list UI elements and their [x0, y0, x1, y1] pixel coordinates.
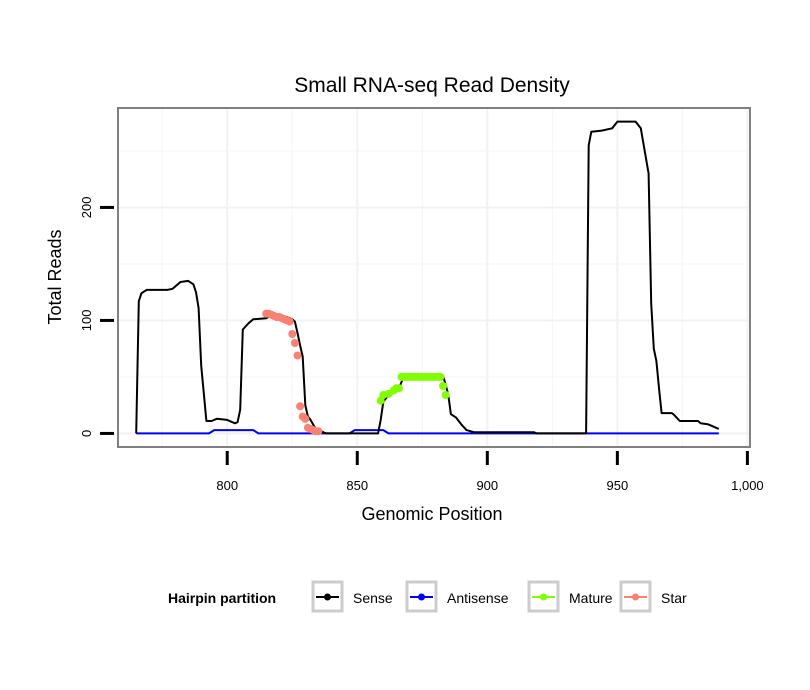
legend-item-sense: Sense [311, 580, 393, 613]
series-layer [135, 120, 720, 436]
y-tick-label: 200 [79, 197, 94, 219]
data-point-star [288, 330, 297, 338]
legend-key-point [540, 593, 547, 601]
data-point-star [301, 414, 310, 423]
series-points-mature [376, 372, 450, 405]
x-tick-label: 850 [346, 478, 368, 493]
legend: Hairpin partition Sense Antisense Mature St… [168, 580, 687, 613]
panel-background [118, 108, 750, 447]
x-tick-label: 950 [607, 478, 629, 493]
legend-label: Antisense [447, 590, 509, 606]
data-point-star [296, 402, 305, 411]
y-tick-label: 100 [79, 310, 94, 332]
data-point-mature [441, 391, 450, 399]
legend-title: Hairpin partition [168, 590, 276, 606]
data-point-mature [439, 382, 448, 390]
legend-label: Sense [353, 590, 393, 606]
x-tick-label: 800 [216, 478, 238, 493]
y-axis: 0 100 200 [79, 197, 114, 437]
data-point-star [293, 351, 302, 360]
plot-panel [117, 107, 751, 448]
legend-key-point [418, 593, 425, 601]
data-point-star [285, 317, 294, 326]
legend-item-mature: Mature [527, 580, 613, 613]
legend-key-point [324, 593, 331, 601]
legend-key-point [632, 593, 639, 601]
data-point-mature [436, 372, 445, 381]
series-line-sense [135, 120, 720, 435]
series-line-antisense [136, 429, 719, 435]
y-axis-title: Total Reads [45, 229, 65, 324]
legend-label: Star [661, 590, 687, 606]
data-point-mature [394, 384, 403, 393]
x-axis-title: Genomic Position [361, 504, 502, 524]
chart-title: Small RNA-seq Read Density [294, 74, 570, 97]
x-tick-label: 900 [476, 478, 498, 493]
x-axis: 800 850 900 950 1,000 [216, 451, 764, 493]
legend-label: Mature [569, 590, 613, 606]
y-tick-label: 0 [79, 430, 94, 437]
data-point-star [290, 339, 299, 347]
panel-border [117, 107, 751, 448]
data-point-star [314, 427, 323, 436]
legend-item-star: Star [619, 580, 687, 613]
legend-item-antisense: Antisense [405, 580, 509, 613]
x-tick-label: 1,000 [731, 478, 764, 493]
series-points-star [262, 309, 323, 436]
